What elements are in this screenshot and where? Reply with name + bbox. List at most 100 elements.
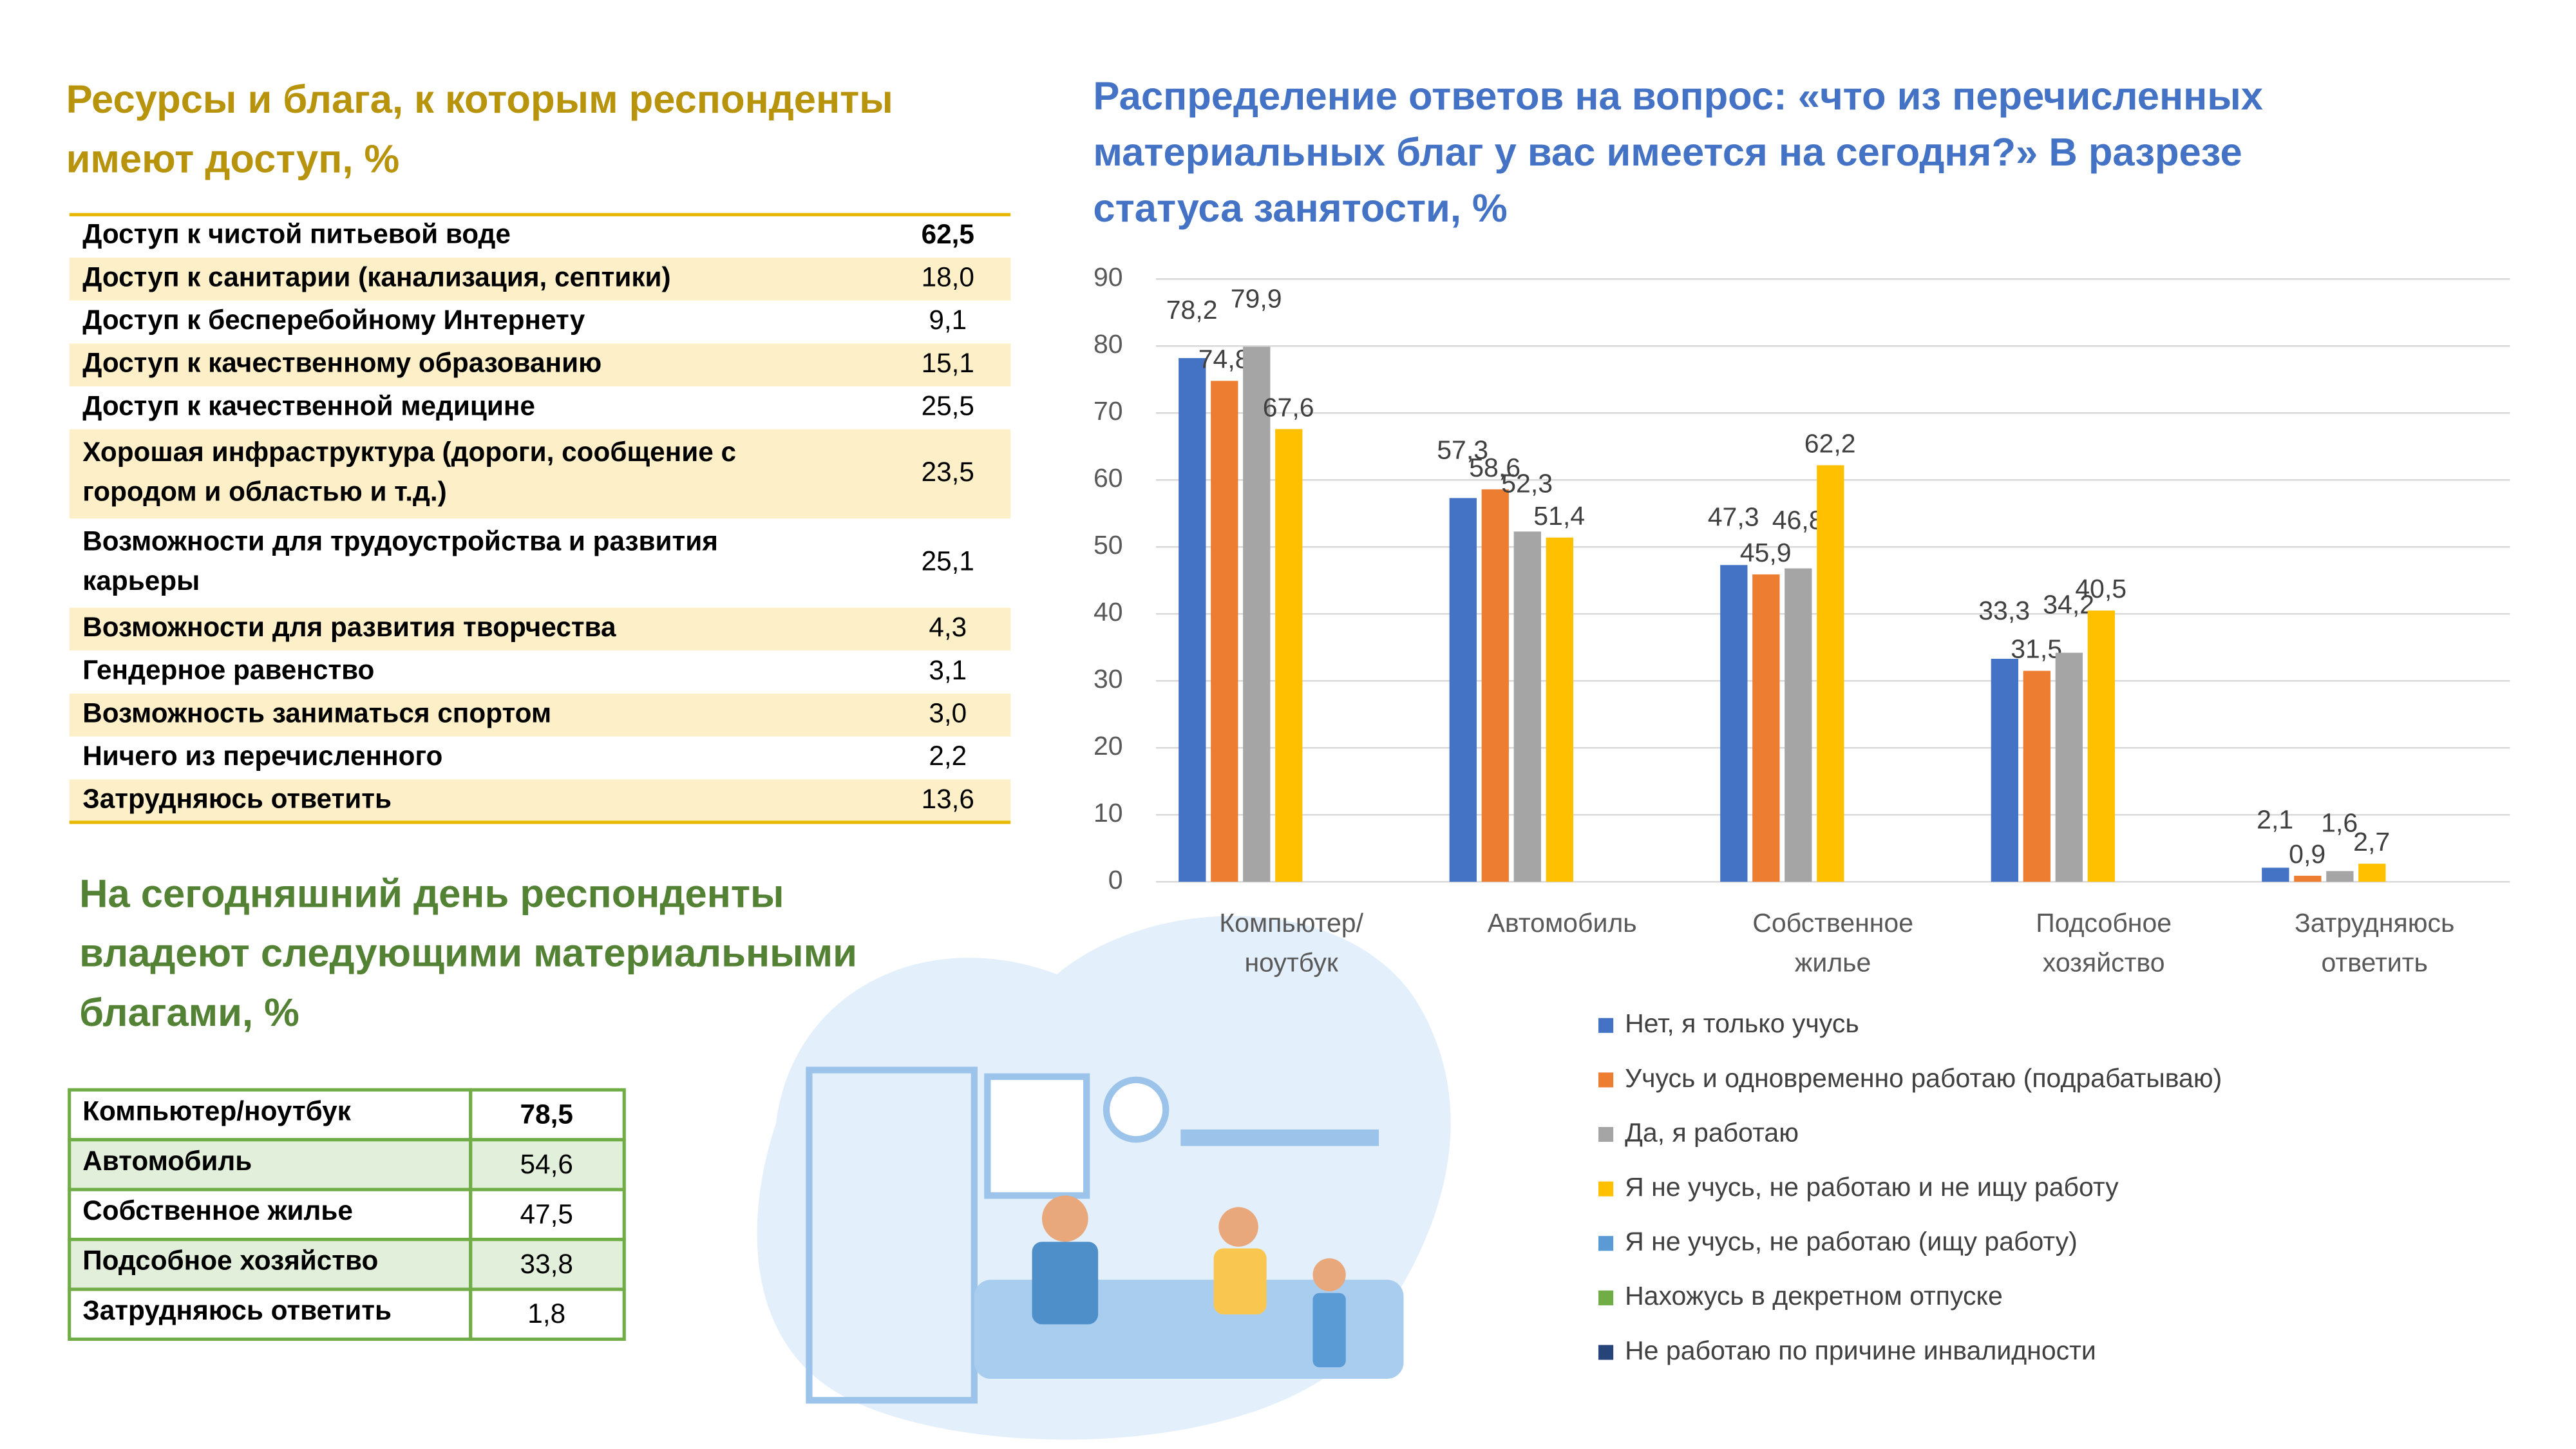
bar [1243, 346, 1271, 882]
bar [2294, 875, 2322, 882]
legend-swatch [1598, 1072, 1614, 1088]
y-tick-label: 50 [1094, 530, 1123, 560]
row-value: 15,1 [922, 348, 974, 378]
row-label: Хорошая инфраструктура (дороги, сообщени… [82, 437, 736, 507]
bar [1481, 489, 1509, 882]
data-label: 34,2 [2043, 590, 2094, 620]
data-label: 33,3 [1978, 596, 2030, 625]
x-tick-label: Собственное жилье [1752, 908, 1913, 978]
data-label: 79,9 [1231, 283, 1282, 313]
data-label: 2,1 [2257, 804, 2293, 834]
y-tick-label: 90 [1094, 262, 1123, 292]
y-tick-label: 10 [1094, 798, 1123, 828]
table-title: Ресурсы и блага, к которым респонденты им… [66, 77, 893, 181]
bar [1785, 568, 1812, 882]
bar [2358, 864, 2386, 882]
data-label: 62,2 [1804, 428, 1856, 458]
cell [469, 1138, 626, 1191]
legend-swatch [1598, 1018, 1614, 1033]
data-label: 2,7 [2353, 827, 2390, 857]
x-tick-label: Автомобиль [1488, 908, 1637, 938]
row-value: 3,1 [929, 655, 967, 685]
bar [1275, 429, 1303, 882]
illustration [757, 916, 1451, 1440]
legend-label: Да, я работаю [1625, 1117, 1799, 1147]
row-label: Доступ к санитарии (канализация, септики… [82, 262, 670, 292]
row-bg [69, 779, 1011, 822]
x-tick-label: Подсобное хозяйство [2036, 908, 2172, 978]
row-value: 78,5 [520, 1099, 573, 1130]
row-label: Доступ к бесперебойному Интернету [82, 305, 585, 335]
legend-label: Не работаю по причине инвалидности [1625, 1336, 2096, 1365]
chart-title: Распределение ответов на вопрос: «что из… [1093, 74, 2263, 231]
row-value: 33,8 [520, 1249, 573, 1279]
data-label: 46,8 [1772, 506, 1824, 535]
row-value: 4,3 [929, 612, 967, 642]
row-value: 23,5 [922, 457, 974, 487]
bar [2326, 871, 2354, 882]
data-label: 57,3 [1437, 435, 1488, 464]
row-value: 3,0 [929, 697, 967, 728]
row-label: Возможность заниматься спортом [82, 697, 551, 728]
y-tick-label: 20 [1094, 731, 1123, 761]
y-tick-label: 70 [1094, 396, 1123, 426]
row-label: Возможности для трудоустройства и развит… [82, 526, 718, 596]
cell [68, 1238, 473, 1291]
x-tick-label: Затрудняюсь ответить [2295, 908, 2454, 978]
row-value: 9,1 [929, 305, 967, 335]
table-title: На сегодняшний день респонденты владеют с… [79, 872, 857, 1036]
row-label: Автомобиль [82, 1146, 252, 1176]
row-bg [69, 429, 1011, 519]
data-label: 78,2 [1166, 295, 1218, 325]
row-value: 18,0 [922, 262, 974, 292]
bar [1817, 465, 1844, 882]
bar [1546, 537, 1573, 882]
cell [469, 1088, 626, 1142]
data-label: 0,9 [2289, 839, 2325, 869]
legend-label: Учусь и одновременно работаю (подрабатыв… [1625, 1063, 2222, 1093]
x-tick-label: Компьютер/ноутбук [1219, 908, 1363, 978]
bar [1513, 531, 1541, 882]
cell [68, 1287, 473, 1341]
row-bg [69, 258, 1011, 301]
legend-label: Нахожусь в декретном отпуске [1625, 1281, 2003, 1311]
row-label: Затрудняюсь ответить [82, 784, 392, 814]
row-label: Компьютер/ноутбук [82, 1095, 352, 1126]
row-label: Ничего из перечисленного [82, 741, 442, 771]
row-label: Доступ к качественной медицине [82, 391, 535, 421]
row-label: Доступ к чистой питьевой воде [82, 219, 511, 249]
legend-swatch [1598, 1236, 1614, 1251]
row-label: Доступ к качественному образованию [82, 348, 601, 378]
y-tick-label: 0 [1108, 865, 1123, 895]
data-label: 52,3 [1501, 468, 1553, 498]
cell [469, 1287, 626, 1341]
bar [2055, 652, 2083, 882]
bar [1991, 658, 2018, 882]
row-value: 1,8 [527, 1298, 565, 1329]
bar [2023, 670, 2050, 882]
data-label: 67,6 [1263, 392, 1314, 422]
row-bg [69, 693, 1011, 737]
bar [2262, 867, 2289, 882]
row-label: Подсобное хозяйство [82, 1245, 378, 1276]
row-value: 54,6 [520, 1149, 573, 1179]
data-label: 51,4 [1533, 501, 1585, 531]
y-tick-label: 40 [1094, 597, 1123, 627]
row-label: Возможности для развития творчества [82, 612, 616, 642]
row-value: 62,5 [922, 219, 974, 249]
data-label: 1,6 [2321, 808, 2358, 838]
y-tick-label: 60 [1094, 463, 1123, 493]
data-label: 47,3 [1708, 502, 1759, 531]
data-label: 45,9 [1740, 538, 1792, 567]
row-value: 2,2 [929, 741, 967, 771]
legend-swatch [1598, 1290, 1614, 1305]
bar [2087, 611, 2115, 882]
y-tick-label: 30 [1094, 664, 1123, 694]
bar [1752, 574, 1780, 882]
data-label: 58,6 [1469, 453, 1520, 482]
row-label: Собственное жилье [82, 1195, 353, 1226]
row-bg [69, 607, 1011, 651]
row-bg [69, 343, 1011, 386]
data-label: 74,8 [1198, 344, 1250, 374]
